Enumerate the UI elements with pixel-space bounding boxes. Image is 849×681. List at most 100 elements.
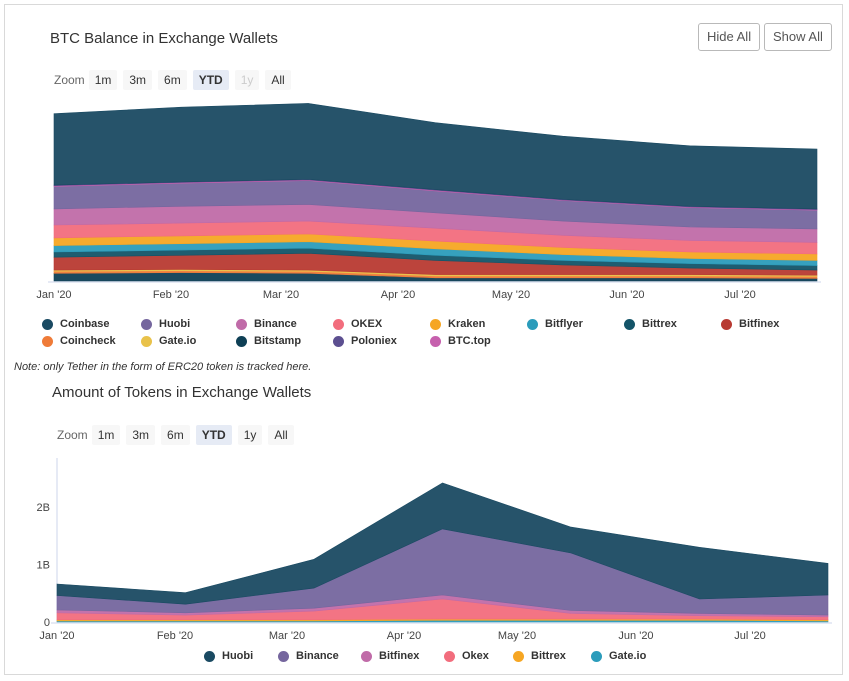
legend-item-bitfinex[interactable]: Bitfinex xyxy=(721,318,779,330)
zoom-3m-button[interactable]: 3m xyxy=(126,425,156,445)
legend-marker xyxy=(236,335,247,347)
legend-item-bitflyer[interactable]: Bitflyer xyxy=(527,318,583,330)
note-text: Note: only Tether in the form of ERC20 t… xyxy=(14,361,312,373)
zoom-1y-button: 1y xyxy=(234,70,260,90)
legend-label: Bitfinex xyxy=(739,318,780,330)
legend-marker xyxy=(624,318,635,330)
legend-item-bittrex[interactable]: Bittrex xyxy=(513,650,566,662)
legend-item-kraken[interactable]: Kraken xyxy=(430,318,485,330)
legend-item-bitstamp[interactable]: Bitstamp xyxy=(236,335,301,347)
chart2-y-tick-label: 1B xyxy=(37,560,50,572)
legend-marker xyxy=(430,335,441,347)
legend-item-gate-io[interactable]: Gate.io xyxy=(591,650,646,662)
show-all-button[interactable]: Show All xyxy=(764,23,832,51)
legend-label: Bitflyer xyxy=(545,318,583,330)
chart2-series-huobi xyxy=(56,482,829,605)
chart1-x-tick-label: Jul '20 xyxy=(724,289,755,301)
card-frame xyxy=(4,4,843,675)
legend-item-coinbase[interactable]: Coinbase xyxy=(42,318,110,330)
zoom-label: Zoom xyxy=(54,73,85,87)
legend-label: Coinbase xyxy=(60,318,110,330)
legend-marker xyxy=(444,650,455,662)
legend-label: Kraken xyxy=(448,318,486,330)
legend-label: Poloniex xyxy=(351,335,397,347)
hide-all-button[interactable]: Hide All xyxy=(698,23,761,51)
legend-marker xyxy=(361,650,372,662)
legend-item-bittrex[interactable]: Bittrex xyxy=(624,318,677,330)
chart2-x-tick-label: Apr '20 xyxy=(387,630,422,642)
chart1-x-tick-label: Jun '20 xyxy=(609,289,644,301)
chart1-series-coinbase xyxy=(53,103,818,210)
zoom-all-button[interactable]: All xyxy=(265,70,291,90)
legend-label: Coincheck xyxy=(60,335,116,347)
zoom-1m-button[interactable]: 1m xyxy=(91,425,121,445)
zoom-6m-button[interactable]: 6m xyxy=(161,425,190,445)
legend-marker xyxy=(278,650,289,662)
legend-label: Huobi xyxy=(159,318,191,330)
chart1-x-tick-label: Jan '20 xyxy=(36,289,71,301)
legend-item-okex[interactable]: Okex xyxy=(444,650,489,662)
legend-item-btc-top[interactable]: BTC.top xyxy=(430,335,491,347)
chart2-x-tick-label: Jan '20 xyxy=(39,630,74,642)
chart2-x-tick-label: Mar '20 xyxy=(269,630,305,642)
legend-marker xyxy=(204,650,215,662)
legend-marker xyxy=(141,335,152,347)
legend-label: Bittrex xyxy=(531,650,566,662)
legend-item-okex[interactable]: OKEX xyxy=(333,318,382,330)
chart1-zoom-bar: Zoom 1m 3m 6m YTD 1y All xyxy=(54,70,297,90)
legend-label: Okex xyxy=(462,650,489,662)
zoom-1m-button[interactable]: 1m xyxy=(88,70,118,90)
chart2-x-tick-label: Feb '20 xyxy=(157,630,193,642)
zoom-6m-button[interactable]: 6m xyxy=(158,70,187,90)
chart2-x-tick-label: May '20 xyxy=(498,630,536,642)
legend-item-binance[interactable]: Binance xyxy=(278,650,339,662)
legend-label: Binance xyxy=(296,650,339,662)
zoom-all-button[interactable]: All xyxy=(268,425,294,445)
legend-marker xyxy=(591,650,602,662)
legend-marker xyxy=(42,318,53,330)
legend-item-huobi[interactable]: Huobi xyxy=(141,318,190,330)
legend-marker xyxy=(141,318,152,330)
chart2-y-tick-label: 2B xyxy=(37,502,50,514)
legend-item-gate-io[interactable]: Gate.io xyxy=(141,335,196,347)
legend-marker xyxy=(527,318,538,330)
legend-label: OKEX xyxy=(351,318,383,330)
chart2-x-tick-label: Jun '20 xyxy=(618,630,653,642)
legend-marker xyxy=(430,318,441,330)
legend-item-binance[interactable]: Binance xyxy=(236,318,297,330)
legend-label: Bitfinex xyxy=(379,650,420,662)
chart1-plot: Jan '20 Feb '20 Mar '20 Apr '20 May '20 Jun '… xyxy=(36,103,821,301)
chart1-title: BTC Balance in Exchange Wallets xyxy=(50,30,278,47)
legend-label: Bittrex xyxy=(642,318,677,330)
legend-item-poloniex[interactable]: Poloniex xyxy=(333,335,397,347)
legend-marker xyxy=(333,318,344,330)
legend-label: Huobi xyxy=(222,650,254,662)
chart1-x-tick-label: Apr '20 xyxy=(381,289,416,301)
chart1-x-tick-label: Mar '20 xyxy=(263,289,299,301)
legend-marker xyxy=(42,335,53,347)
chart2-title: Amount of Tokens in Exchange Wallets xyxy=(52,384,312,401)
zoom-3m-button[interactable]: 3m xyxy=(123,70,153,90)
legend-item-huobi[interactable]: Huobi xyxy=(204,650,253,662)
legend-item-bitfinex[interactable]: Bitfinex xyxy=(361,650,419,662)
legend-marker xyxy=(236,318,247,330)
zoom-label: Zoom xyxy=(57,428,88,442)
chart1-x-tick-label: Feb '20 xyxy=(153,289,189,301)
zoom-1y-button[interactable]: 1y xyxy=(237,425,263,445)
legend-label: Binance xyxy=(254,318,297,330)
legend-marker xyxy=(513,650,524,662)
legend-item-coincheck[interactable]: Coincheck xyxy=(42,335,116,347)
legend-label: Bitstamp xyxy=(254,335,302,347)
chart2-zoom-bar: Zoom 1m 3m 6m YTD 1y All xyxy=(57,425,300,445)
legend-label: BTC.top xyxy=(448,335,491,347)
zoom-ytd-button[interactable]: YTD xyxy=(192,70,229,90)
legend-marker xyxy=(333,335,344,347)
chart2-x-tick-label: Jul '20 xyxy=(734,630,765,642)
legend-label: Gate.io xyxy=(159,335,197,347)
legend-marker xyxy=(721,318,732,330)
legend-label: Gate.io xyxy=(609,650,647,662)
zoom-ytd-button[interactable]: YTD xyxy=(195,425,232,445)
chart2-y-tick-label: 0 xyxy=(44,617,50,629)
chart1-x-tick-label: May '20 xyxy=(492,289,530,301)
